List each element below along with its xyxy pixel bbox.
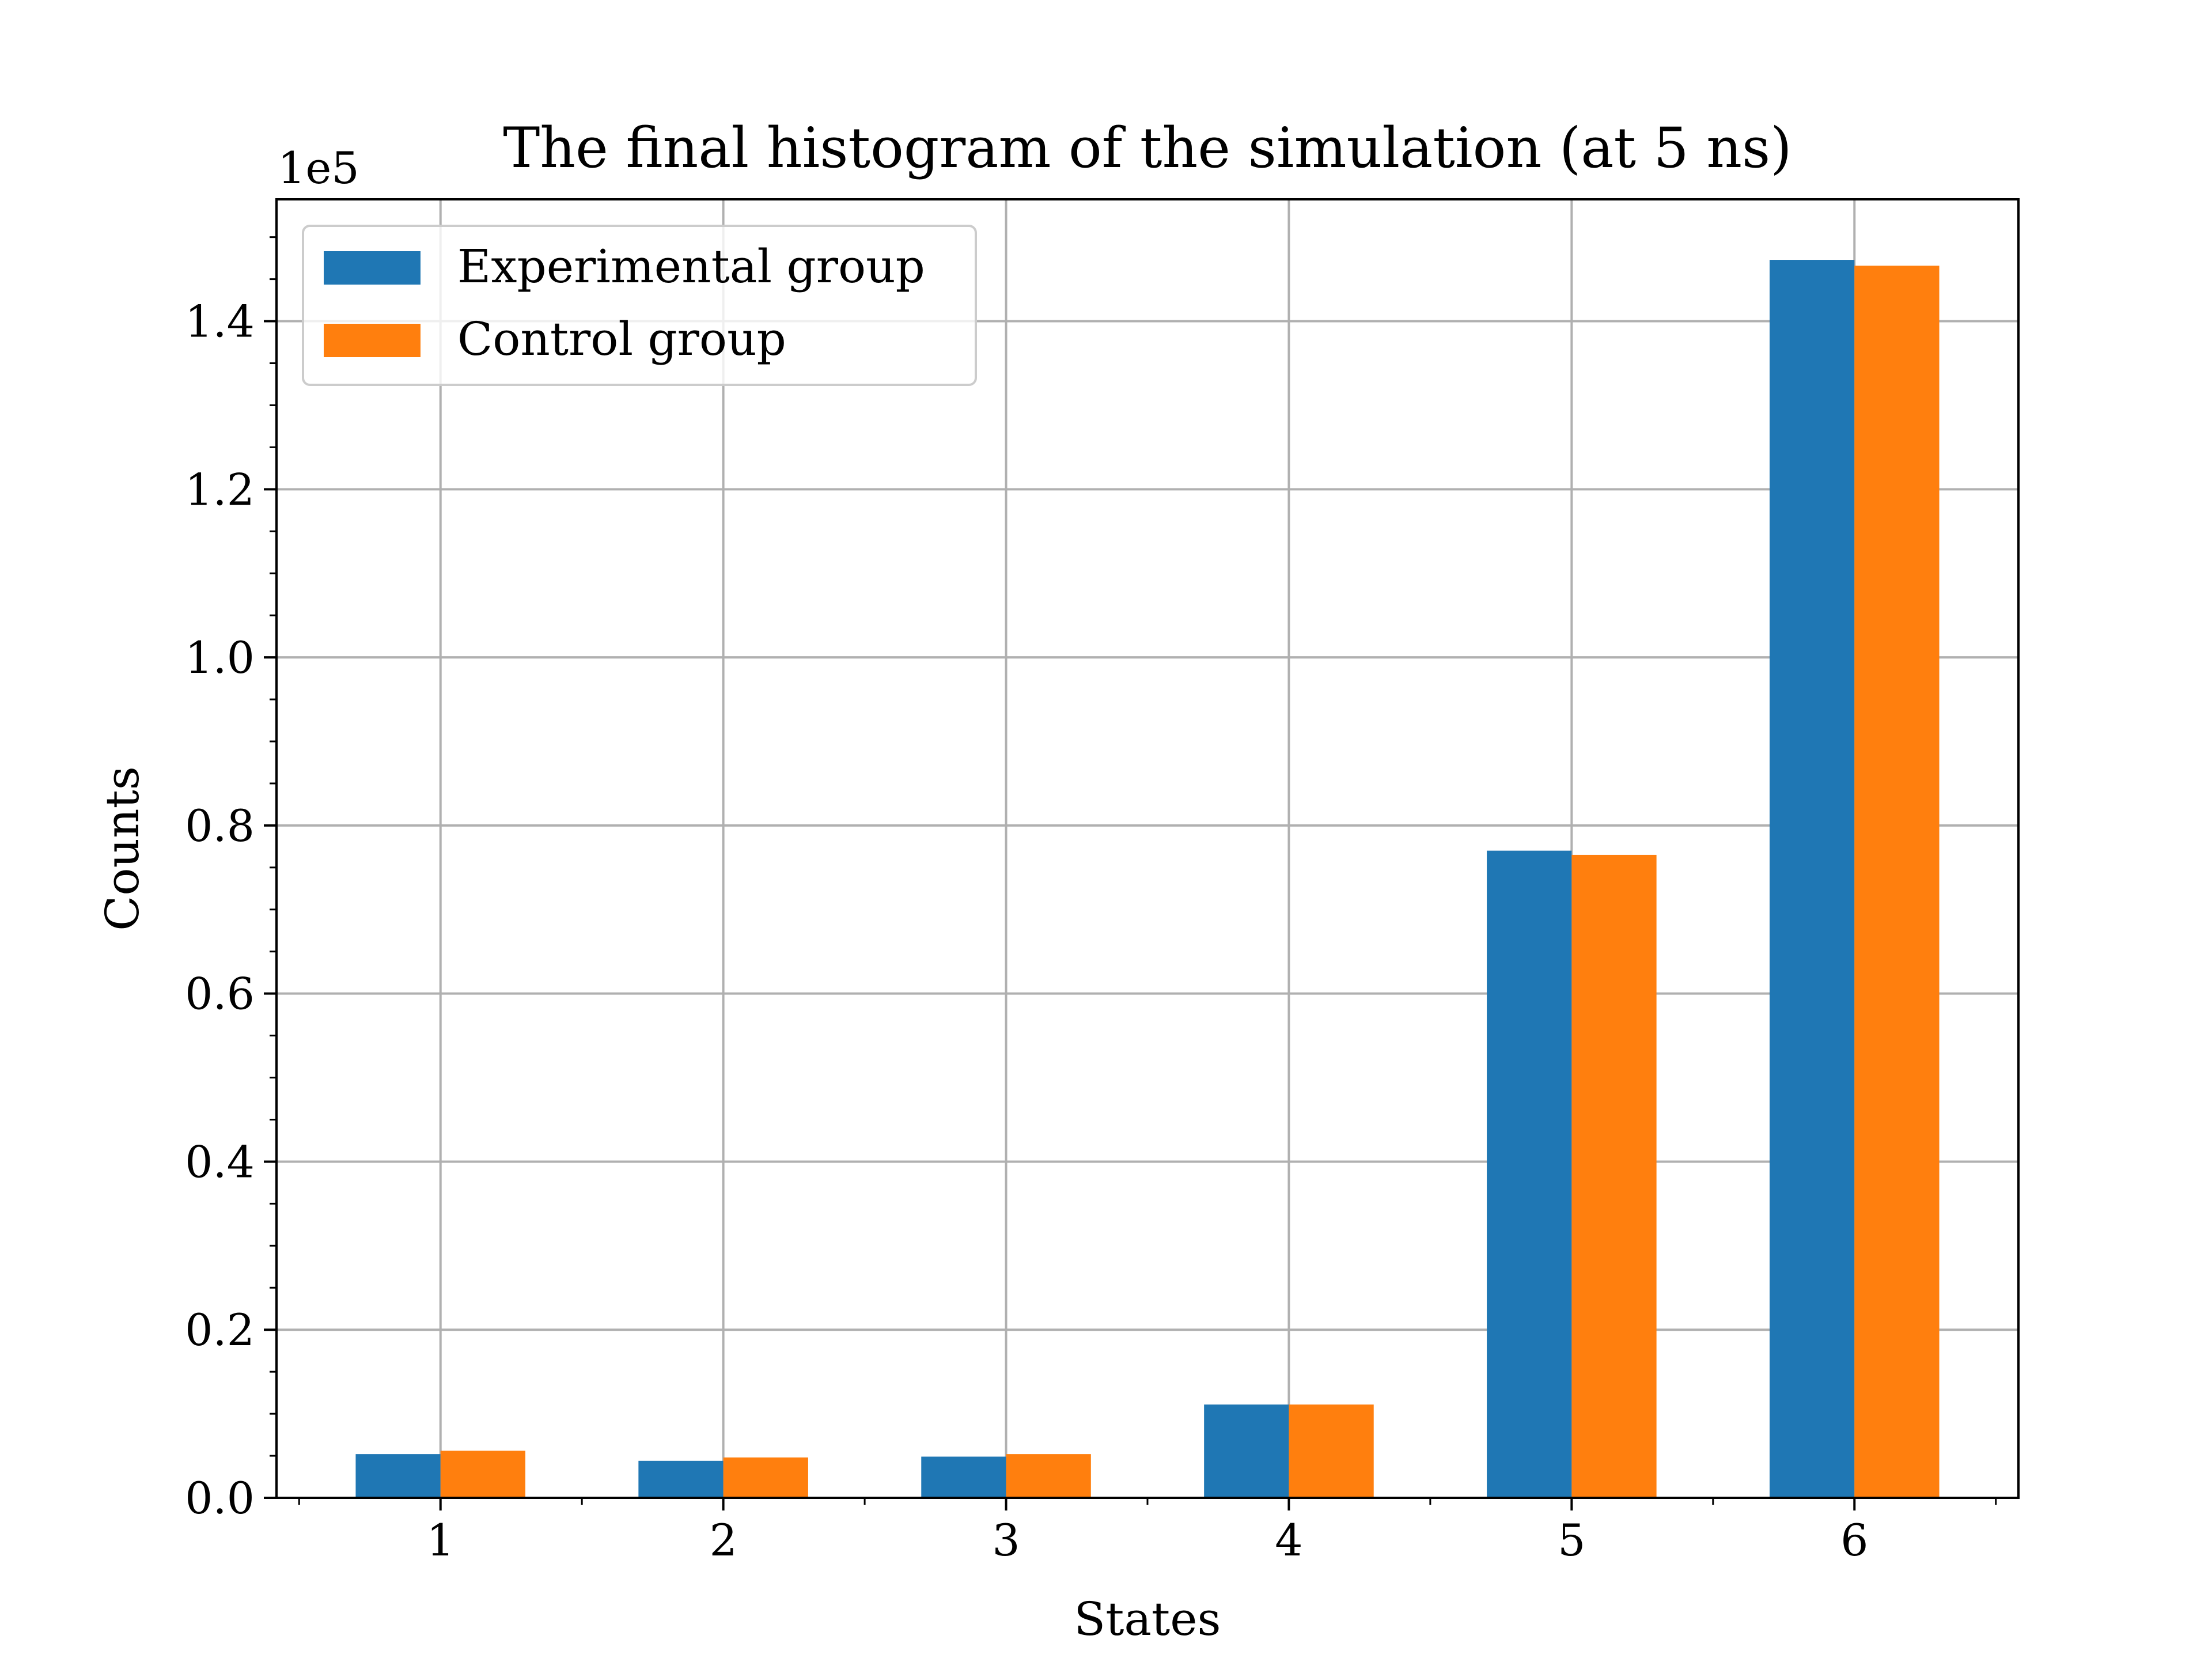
legend-swatch (324, 251, 421, 285)
y-offset-label: 1e5 (278, 142, 359, 194)
y-tick-label: 1.0 (185, 632, 255, 683)
y-axis-label: Counts (96, 766, 149, 931)
x-tick-label: 3 (992, 1515, 1020, 1566)
x-tick-label: 4 (1275, 1515, 1302, 1566)
bar (355, 1454, 441, 1498)
legend: Experimental group Control group (302, 225, 977, 386)
legend-swatch (324, 324, 421, 357)
bar (921, 1456, 1006, 1498)
bar (1487, 850, 1572, 1498)
x-tick-label: 6 (1840, 1515, 1868, 1566)
y-tick-label: 1.4 (185, 296, 255, 347)
bar (1204, 1404, 1289, 1498)
bar (1006, 1454, 1091, 1498)
x-axis-label: States (1074, 1592, 1221, 1646)
bar (1571, 854, 1657, 1498)
legend-label: Experimental group (457, 240, 925, 293)
x-tick-label: 1 (427, 1515, 454, 1566)
bar (1770, 260, 1855, 1498)
y-tick-label: 0.6 (185, 968, 255, 1020)
y-tick-label: 0.8 (185, 800, 255, 851)
y-tick-label: 0.2 (185, 1304, 255, 1356)
y-tick-label: 0.4 (185, 1136, 255, 1187)
x-tick-label: 5 (1558, 1515, 1585, 1566)
ticks: 1 2 3 4 5 6 0.0 0.2 0.4 0.6 0.8 1.0 1.2 1.4 (185, 236, 1997, 1566)
bar (1289, 1404, 1374, 1498)
bar (1854, 266, 1940, 1498)
chart-title: The final histogram of the simulation (a… (503, 116, 1791, 180)
y-tick-label: 0.0 (185, 1472, 255, 1524)
legend-box (302, 225, 977, 386)
bar (638, 1460, 724, 1498)
legend-label: Control group (457, 312, 786, 366)
grid (276, 199, 2018, 1499)
bar (723, 1457, 808, 1498)
bars (355, 260, 1940, 1498)
y-tick-label: 1.2 (185, 464, 255, 515)
bar (440, 1451, 525, 1498)
x-tick-label: 2 (709, 1515, 737, 1566)
